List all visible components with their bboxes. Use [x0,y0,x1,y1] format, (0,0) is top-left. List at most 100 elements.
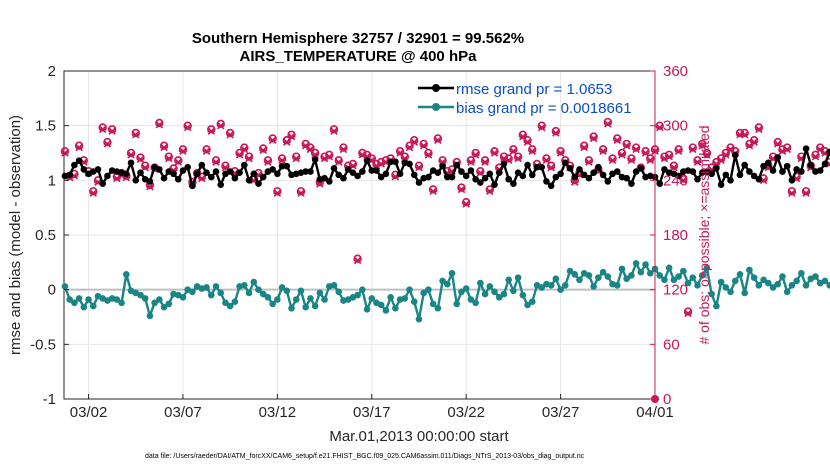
rmse-point [278,162,286,170]
obs-assimilated-point [670,163,678,172]
obs-possible-point [683,307,693,316]
rmse-point [774,154,782,161]
obs-possible-point [277,154,287,163]
rmse-point [816,167,824,174]
obs-possible-point [183,121,192,130]
bias-point [151,299,158,307]
bias-point [330,281,338,289]
obs-assimilated-point [679,176,688,185]
rmse-point [595,163,602,171]
obs-assimilated-point [490,149,499,157]
bias-point [226,302,234,310]
rmse-point [406,160,413,168]
obs-assimilated-point [462,200,470,208]
bias-point [382,307,390,314]
rmse-point [231,174,239,182]
bias-point [335,288,343,296]
bias-point [160,303,168,311]
obs-possible-point [674,145,683,154]
bias-point [444,280,451,288]
obs-possible-point [698,139,707,149]
y-tick-label-left: -0.5 [30,336,56,353]
rmse-point [632,168,640,175]
obs-assimilated-point [89,189,98,197]
obs-possible-point [485,185,494,194]
y-tick-label-right: 120 [663,282,688,299]
rmse-point [717,181,725,189]
obs-possible-point [518,130,528,139]
obs-possible-point [499,152,509,161]
rmse-point [821,160,829,168]
rmse-point [359,168,366,175]
obs-assimilated-point [547,163,555,172]
obs-possible-point [749,136,759,145]
rmse-point [137,169,144,176]
obs-assimilated-point [226,131,234,139]
bias-point [61,283,69,290]
obs-assimilated-point [750,138,758,146]
bias-point [731,277,739,285]
bias-point [434,304,442,312]
bias-point [359,286,366,293]
bias-point [680,267,687,275]
obs-possible-point [325,150,334,160]
rmse-point [514,169,522,176]
y-tick-label-left: 0.5 [35,227,56,244]
obs-possible-point [457,183,466,192]
rmse-point [736,171,744,179]
obs-possible-point [107,125,117,134]
obs-assimilated-point [434,136,442,145]
bias-point [793,277,800,285]
rmse-point [269,166,276,173]
rmse-point [392,158,399,166]
obs-possible-point [603,117,612,127]
rmse-point [510,180,517,187]
obs-assimilated-point [75,143,83,152]
bias-point [519,291,527,299]
obs-assimilated-point [552,129,560,137]
bias-point [727,288,734,296]
rmse-point [311,156,319,163]
rmse-point [354,172,361,180]
obs-possible-point [178,145,188,154]
obs-possible-point [584,156,594,165]
obs-assimilated-point [471,151,480,159]
bias-point [689,274,697,281]
rmse-point [802,145,810,152]
obs-assimilated-point [330,127,338,135]
obs-assimilated-point [429,187,437,196]
rmse-point [694,175,701,183]
bias-point [439,277,446,285]
rmse-point [340,174,347,182]
bias-point [415,315,423,323]
data-file-footnote: data file: /Users/raeder/DAI/ATM_forcXX/… [145,453,585,460]
legend-rmse-label: rmse grand pr = 1.0653 [456,81,612,98]
obs-assimilated-point [259,146,268,155]
bias-point [779,273,786,280]
bias-point [769,284,777,291]
obs-assimilated-point [603,120,612,128]
obs-assimilated-point [556,149,565,157]
obs-assimilated-point [509,147,518,155]
obs-possible-point [801,187,811,196]
obs-possible-point [240,143,249,152]
obs-possible-point [688,143,697,152]
rmse-point [722,171,730,179]
obs-possible-point [523,136,532,145]
obs-assimilated-point [537,123,546,132]
y-tick-label-left: -1 [43,391,56,408]
rmse-point [604,178,612,185]
x-tick-label: 03/22 [447,404,485,421]
obs-possible-point [221,161,230,170]
bias-point [481,290,489,298]
obs-assimilated-point [589,134,598,143]
bias-point [755,281,763,289]
rmse-point [236,169,243,176]
bias-point [297,287,305,295]
chart-title-line2: AIRS_TEMPERATURE @ 400 hPa [240,48,478,65]
obs-assimilated-point [103,140,112,148]
bias-point [472,299,479,307]
bias-point [307,295,314,302]
rmse-point [661,166,668,173]
obs-possible-point [419,139,428,149]
